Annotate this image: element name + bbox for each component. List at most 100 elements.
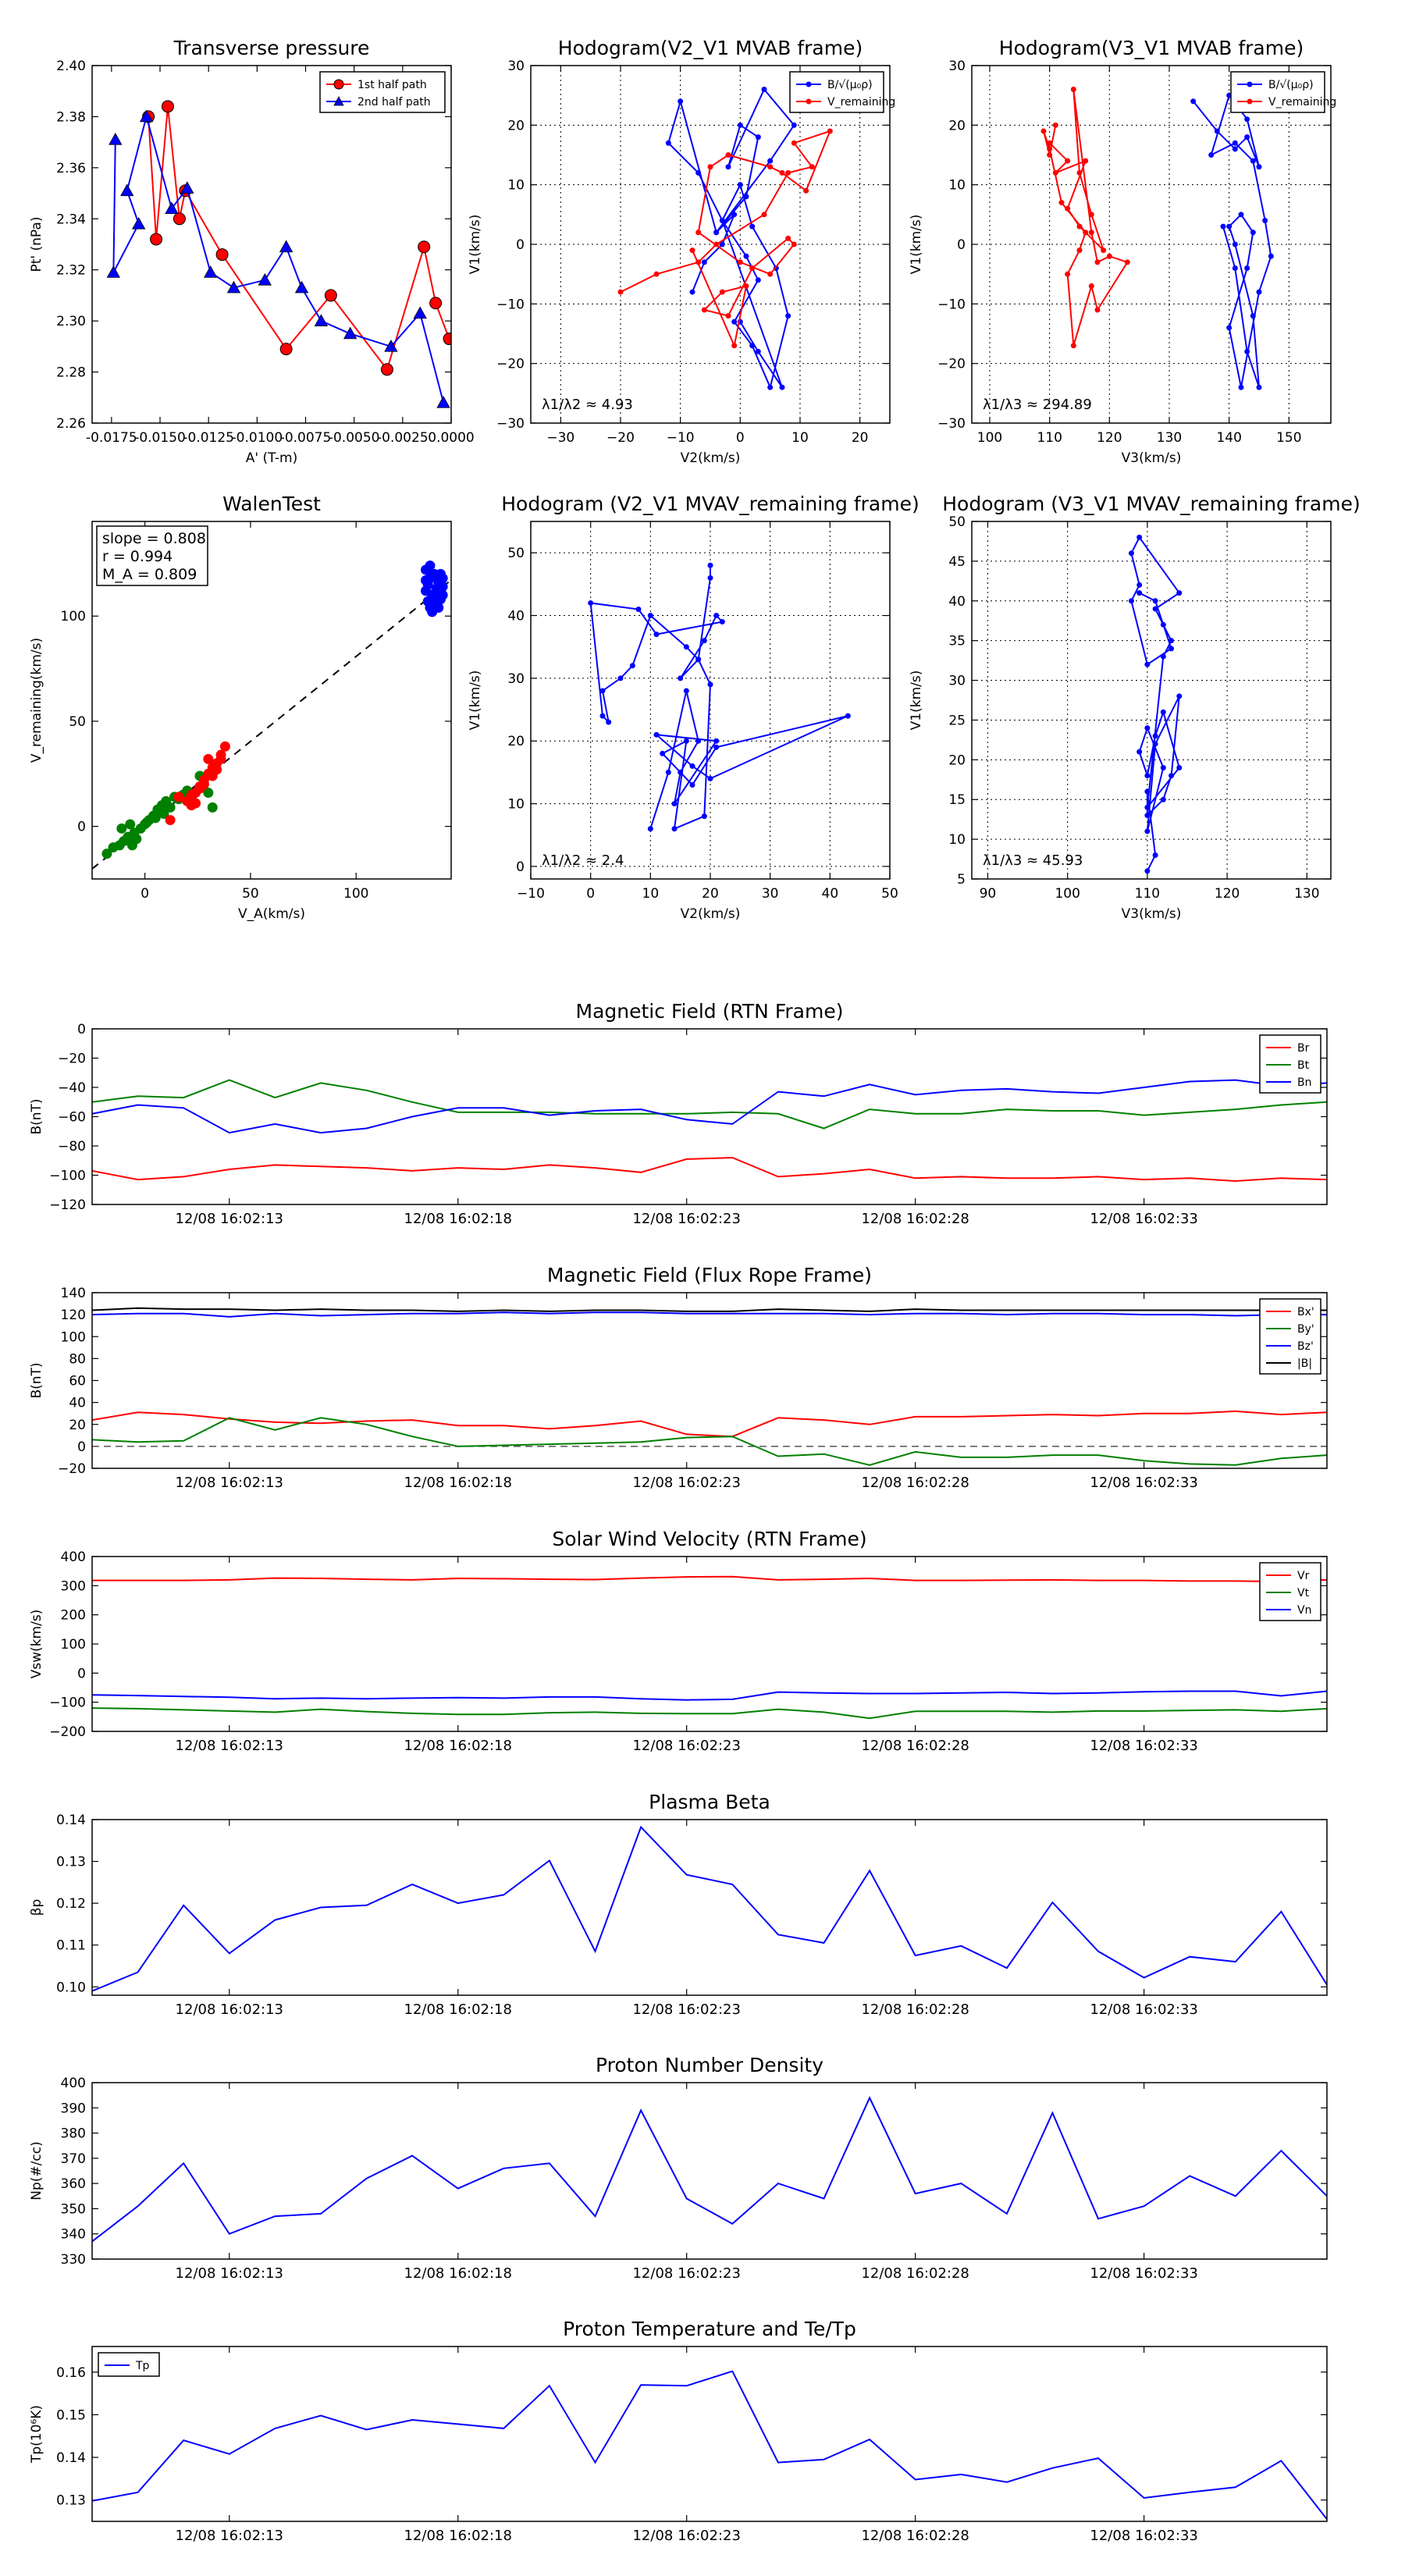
data-point [1208,152,1215,158]
data-point [1232,241,1238,247]
data-point [173,212,186,226]
data-point [683,738,689,744]
data-point [1168,638,1175,644]
x-axis-label: V3(km/s) [1122,450,1182,466]
stats-box [96,525,208,586]
y-tick-label: 2.34 [56,212,86,227]
legend-label: Vr [1297,1570,1310,1582]
data-point [761,212,767,218]
data-point [1244,265,1250,272]
data-point [1232,140,1238,146]
data-point [1160,621,1166,628]
y-tick-label: 0 [516,859,525,875]
x-tick-label: −10 [517,886,545,902]
data-point [158,808,169,819]
data-point [1070,87,1076,93]
plot-frame [91,2346,1328,2522]
legend-label: V_remaining [1268,96,1336,109]
y-tick-label: 40 [507,609,525,624]
x-tick-label: 110 [1037,430,1062,446]
legend-marker [1247,81,1253,87]
data-point [180,181,194,194]
legend-label: Vn [1297,1604,1311,1617]
data-point [433,602,444,613]
data-point [1136,534,1143,540]
data-point [719,217,725,223]
legend-box [789,71,884,113]
data-point [186,789,197,800]
chart-hodo_v2v1_mvav: Hodogram (V2_V1 MVAV_remaining frame) −10… [468,493,919,922]
series-line-v [1130,535,1181,872]
x-tick-label: 12/08 16:02:23 [632,1211,740,1227]
legend-marker [333,79,344,90]
data-point [755,134,761,141]
data-point [1052,169,1058,176]
plot-frame [91,1556,1328,1732]
y-axis-label: V1(km/s) [468,215,483,275]
y-tick-label: 40 [69,1396,86,1411]
y-tick-label: 100 [61,609,86,624]
data-point [779,169,785,176]
data-point [1256,164,1262,170]
data-point [767,271,774,277]
x-tick-label: 12/08 16:02:28 [861,1738,969,1754]
data-point [713,744,720,750]
y-tick-label: 400 [61,2076,86,2091]
series-line-v [589,565,848,831]
data-point [701,638,707,644]
x-axis-label: V3(km/s) [1122,906,1182,922]
data-point [161,100,174,113]
chart-hodo_v3v1_mvab: Hodogram(V3_V1 MVAB frame)100 110 120 130 14… [909,37,1336,466]
data-point [749,343,756,349]
legend-marker [806,81,812,87]
data-point [1144,804,1151,810]
data-point [207,770,218,781]
legend-label: 1st half path [357,79,427,91]
y-tick-label: 2.40 [56,59,86,74]
data-point [725,313,731,319]
plot-area [92,560,451,870]
data-point [443,333,451,346]
data-point [1088,283,1094,289]
data-point [1152,598,1158,604]
data-point [701,259,707,265]
x-tick-label: 100 [977,430,1002,446]
series-line-np [92,2096,1327,2243]
data-point [190,798,201,809]
data-point [1176,590,1183,596]
data-point [226,280,241,294]
x-tick-label: 0.0000 [428,430,474,446]
y-axis-label: V1(km/s) [909,671,924,731]
x-tick-label: 120 [1097,430,1122,446]
plot-frame [530,521,891,880]
data-point [701,307,707,313]
legend: 1st half path 2nd half path [319,71,446,113]
y-axis-label: B(nT) [29,1362,44,1398]
y-tick-label: 50 [507,546,525,561]
y-tick-label: 20 [507,734,525,749]
x-tick-label: -0.0025 [377,430,429,446]
plot-frame [91,1819,1328,1996]
x-tick-label: 90 [980,886,997,902]
x-tick-label: -0.0050 [329,430,380,446]
legend: Br Bt Bn [1259,1034,1321,1094]
chart-walen: WalenTest 0 50 100 0 50 100 V_A(km/s) V_remainin… [29,493,452,922]
chart-title: Hodogram(V2_V1 MVAB frame) [558,37,863,59]
y-tick-label: 100 [61,1329,86,1345]
data-point [1226,223,1232,229]
plot-frame [91,1028,1328,1205]
data-point [1047,146,1053,152]
data-point [429,571,439,582]
data-point [1144,868,1151,874]
y-tick-label: −20 [58,1051,86,1067]
x-tick-label: 12/08 16:02:18 [404,2528,512,2544]
y-tick-label: 80 [69,1351,86,1367]
y-tick-label: 30 [948,674,966,689]
y-tick-label: 380 [61,2126,86,2142]
data-point [418,240,431,254]
data-point [653,632,660,638]
data-point [617,675,624,681]
legend-marker [806,98,812,105]
plot-frame [91,521,452,880]
data-point [1226,325,1232,331]
